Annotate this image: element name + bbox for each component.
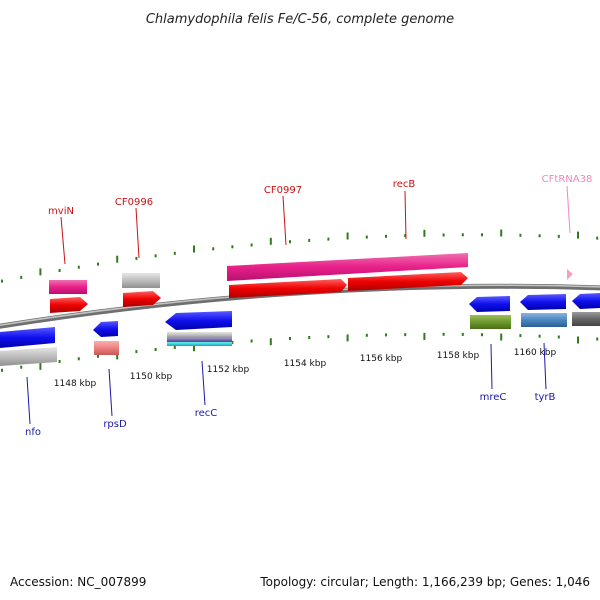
gene-recc-feature-b[interactable]	[167, 338, 232, 342]
scale-label-1150: 1150 kbp	[130, 372, 173, 382]
gene-label-cf0996: CF0996	[115, 197, 153, 208]
gene-tyrb-feature[interactable]	[521, 313, 567, 327]
gene-rpsd[interactable]	[93, 321, 119, 355]
gene-next-cds[interactable]	[572, 293, 600, 309]
gene-nfo[interactable]	[0, 327, 57, 366]
gene-cf0997-cds[interactable]	[229, 279, 347, 298]
gene-tyrb[interactable]	[520, 294, 567, 327]
gene-cf0997-recb[interactable]	[227, 253, 468, 298]
footer-accession: Accession: NC_007899	[10, 575, 146, 589]
gene-recc-cds[interactable]	[165, 311, 232, 330]
gene-label-nfo: nfo	[25, 427, 41, 438]
top-tick-track	[1, 229, 599, 283]
gene-mvin-feature[interactable]	[49, 280, 87, 294]
leader-lines	[26, 185, 571, 425]
gene-nfo-feature[interactable]	[0, 347, 57, 366]
bottom-tick-track	[1, 332, 599, 372]
gene-label-recb: recB	[393, 179, 416, 190]
gene-tyrb-cds[interactable]	[520, 294, 566, 310]
gene-rpsd-cds[interactable]	[93, 321, 118, 337]
scale-label-1148: 1148 kbp	[54, 379, 97, 389]
gene-mvin[interactable]	[49, 280, 88, 313]
gene-recc-feature-c[interactable]	[167, 342, 232, 346]
gene-recc[interactable]	[165, 311, 232, 346]
gene-mrec-feature[interactable]	[470, 315, 511, 329]
scale-label-1156: 1156 kbp	[360, 354, 403, 364]
gene-next-partial[interactable]	[572, 293, 600, 326]
gene-label-cftrna38: CFtRNA38	[542, 174, 593, 185]
trna-cftrna38-marker[interactable]	[567, 269, 573, 280]
scale-label-1160: 1160 kbp	[514, 348, 557, 358]
gene-mrec-cds[interactable]	[469, 296, 510, 312]
gene-label-recc: recC	[195, 408, 218, 419]
gene-label-mvin: mviN	[48, 206, 74, 217]
scale-label-1154: 1154 kbp	[284, 359, 327, 369]
gene-label-cf0997: CF0997	[264, 185, 302, 196]
gene-cf0996-cds[interactable]	[123, 291, 161, 307]
scale-label-1152: 1152 kbp	[207, 365, 250, 375]
gene-label-tyrb: tyrB	[535, 392, 556, 403]
gene-rpsd-feature[interactable]	[94, 341, 119, 355]
gene-cf0996[interactable]	[122, 273, 161, 307]
gene-cf0996-feature[interactable]	[122, 273, 160, 288]
gene-recc-feature-a[interactable]	[167, 332, 232, 338]
gene-next-feature[interactable]	[572, 312, 600, 326]
gene-recb-cds[interactable]	[348, 272, 468, 291]
gene-cf0997-feature[interactable]	[227, 253, 468, 281]
page-title: Chlamydophila felis Fe/C-56, complete ge…	[146, 12, 454, 27]
footer-stats: Topology: circular; Length: 1,166,239 bp…	[259, 575, 590, 589]
gene-mrec[interactable]	[469, 296, 511, 329]
gene-mvin-cds[interactable]	[50, 297, 88, 313]
gene-nfo-cds[interactable]	[0, 327, 55, 348]
gene-label-rpsd: rpsD	[103, 419, 127, 430]
scale-label-1158: 1158 kbp	[437, 351, 480, 361]
gene-label-mrec: mreC	[480, 392, 507, 403]
